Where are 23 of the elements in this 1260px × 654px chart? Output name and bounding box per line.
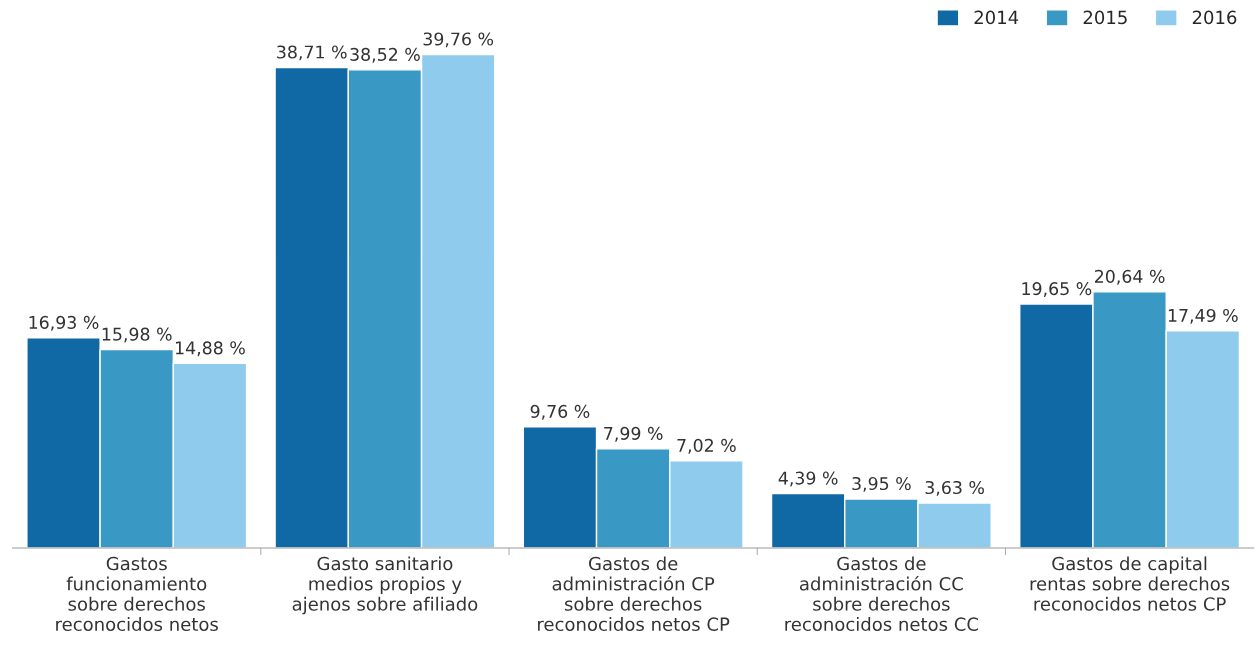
data-label: 17,49 % [1168,308,1238,324]
data-label: 39,76 % [423,32,494,48]
data-label: 7,02 % [677,438,736,454]
legend-label: 2015 [1083,10,1127,25]
data-label: 38,52 % [350,47,420,63]
x-tick-label: Gastos de capital rentas sobre derechos reconocidos netos CP [1030,556,1230,611]
legend-label: 2016 [1192,10,1237,25]
data-label: 38,71 % [277,45,347,61]
x-tick-label: Gastos de administración CC sobre derechos reconocidos netos CC [785,556,978,632]
data-label: 19,65 % [1022,282,1092,297]
x-tick-label: Gasto sanitario medios propios y ajenos sobre afiliado [292,556,478,615]
x-tick-label: Gastos funcionamiento sobre derechos reconocidos netos [56,556,218,632]
data-label: 7,99 % [604,426,663,442]
data-label: 3,95 % [852,476,911,492]
data-label: 14,88 % [175,341,245,357]
x-tick-label: Gastos de administración CP sobre derechos reconocidos netos CP [538,556,730,632]
data-label: 3,63 % [925,480,984,496]
data-label: 9,76 % [530,404,590,420]
data-label: 15,98 % [102,327,172,343]
data-label: 16,93 % [29,315,99,331]
data-label: 4,39 % [778,471,838,487]
data-label: 20,64 % [1095,269,1165,285]
legend-label: 2014 [974,10,1019,25]
